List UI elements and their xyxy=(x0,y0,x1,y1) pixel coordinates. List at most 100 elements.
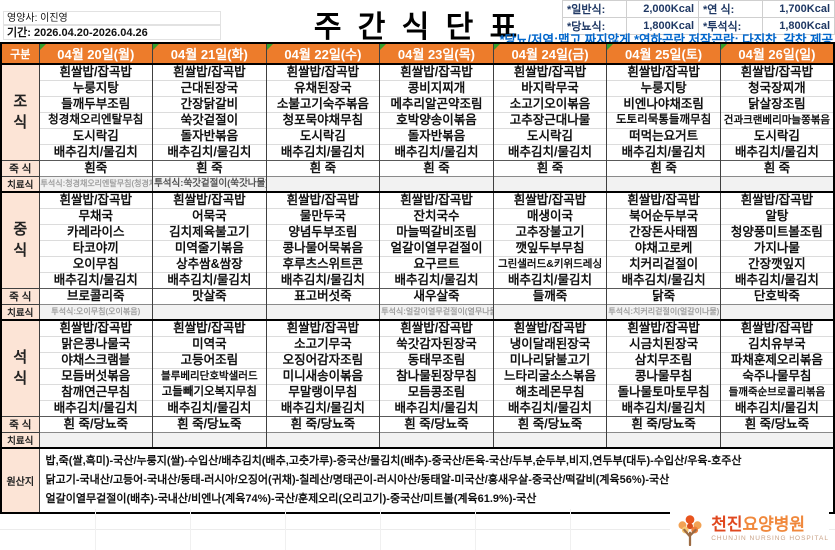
menu-item: 청경채오리엔탈무침 xyxy=(38,112,153,129)
menu-item: 어묵국 xyxy=(152,208,267,225)
menu-item: 해초레몬무침 xyxy=(492,384,607,401)
page-title: 주 간 식 단 표 xyxy=(313,11,522,44)
menu-item: 돌자반볶음 xyxy=(379,128,494,145)
menu-item: 양념두부조림 xyxy=(265,224,380,241)
treatment-item xyxy=(379,432,494,448)
calorie-label: *연 식: xyxy=(698,0,763,18)
hospital-name-primary: 천진 xyxy=(711,515,743,534)
menu-item: 도시락김 xyxy=(38,128,153,145)
calorie-row: *당뇨식: 1,800Kcal *투석식: 1,800Kcal xyxy=(562,17,835,35)
menu-item: 깻잎두부무침 xyxy=(492,240,607,257)
day-header-label: 04월 22일(수) xyxy=(284,47,362,62)
menu-item: 도시락김 xyxy=(265,128,380,145)
menu-item: 배추김치/물김치 xyxy=(379,144,494,161)
menu-item: 배추김치/물김치 xyxy=(719,144,834,161)
menu-item: 돌자반볶음 xyxy=(152,128,267,145)
menu-item: 도시락김 xyxy=(492,128,607,145)
day-header-label: 04월 26일(일) xyxy=(738,47,816,62)
menu-item: 쑥갓겉절이 xyxy=(152,112,267,129)
calorie-label: *당뇨식: xyxy=(562,17,627,35)
menu-row: 참깨연근무침 고들빼기오복지무침 무말랭이무침 모듬콩조림 해초레몬무침 돌나물토마토무침… xyxy=(1,384,834,401)
menu-item: 흰쌀밥/잡곡밥 xyxy=(152,191,267,209)
menu-item: 도토리묵통들깨무침 xyxy=(606,112,721,129)
menu-item: 간장돈사태찜 xyxy=(606,224,721,241)
menu-item: 흰쌀밥/잡곡밥 xyxy=(265,191,380,209)
menu-item: 소고기오이볶음 xyxy=(492,96,607,113)
menu-row: 오이무침 상추쌈&쌈장 후루츠스위트콘 요구르트 그린샐러드&키위드레싱 치커리겉절이 간장… xyxy=(1,256,834,273)
porridge-item: 흰 죽 xyxy=(606,160,721,177)
menu-item: 마늘떡갈비조림 xyxy=(379,224,494,241)
weekly-menu-table: 구분 04월 20일(월) 04월 21일(화) 04월 22일(수) 04월 … xyxy=(0,42,835,514)
treatment-item xyxy=(606,176,721,192)
menu-item: 흰쌀밥/잡곡밥 xyxy=(152,319,267,337)
treatment-item xyxy=(719,432,834,448)
comment-marker-icon xyxy=(607,44,614,50)
calorie-row: *일반식: 2,000Kcal *연 식: 1,700Kcal xyxy=(562,0,835,18)
treatment-item xyxy=(152,304,267,320)
menu-item: 돌나물토마토무침 xyxy=(606,384,721,401)
menu-item: 미나리닭불고기 xyxy=(492,352,607,369)
menu-item: 배추김치/물김치 xyxy=(265,272,380,289)
menu-item: 흰쌀밥/잡곡밥 xyxy=(379,319,494,337)
treatment-label: 치료식 xyxy=(0,432,40,449)
menu-item: 콩나물무침 xyxy=(606,368,721,385)
day-header-thu: 04월 23일(목) xyxy=(379,42,494,65)
menu-item: 청양풍미트볼조림 xyxy=(719,224,834,241)
porridge-label: 죽 식 xyxy=(0,288,40,305)
menu-item: 비엔나야채조림 xyxy=(606,96,721,113)
hospital-name-english: CHUNJIN NURSING HOSPITAL xyxy=(711,535,829,542)
porridge-item: 맛살죽 xyxy=(152,288,267,305)
menu-item: 바지락무국 xyxy=(492,80,607,97)
menu-item: 흰쌀밥/잡곡밥 xyxy=(492,319,607,337)
meal-label-breakfast: 조 식 xyxy=(0,63,40,161)
day-header-label: 04월 21일(화) xyxy=(170,47,248,62)
menu-item: 카레라이스 xyxy=(38,224,153,241)
menu-item: 들깨죽순브로콜리볶음 xyxy=(719,384,834,401)
calorie-label: *투석식: xyxy=(698,17,763,35)
menu-item: 삼치무조림 xyxy=(606,352,721,369)
menu-row: 맑은콩나물국 미역국 소고기무국 쑥갓감자된장국 냉이달래된장국 시금치된장국 김치유부국 xyxy=(1,336,834,353)
porridge-item: 흰 죽 xyxy=(719,160,834,177)
treatment-item: 투석식:얼갈이열무겉절이(열무나물) xyxy=(379,304,494,320)
day-header-label: 04월 23일(목) xyxy=(397,47,475,62)
menu-item: 근대된장국 xyxy=(152,80,267,97)
grid-line xyxy=(380,509,381,550)
menu-item: 오징어감자조림 xyxy=(265,352,380,369)
menu-item: 흰쌀밥/잡곡밥 xyxy=(265,319,380,337)
day-header-tue: 04월 21일(화) xyxy=(152,42,267,65)
porridge-item: 흰 죽/당뇨죽 xyxy=(492,416,607,433)
menu-item: 상추쌈&쌈장 xyxy=(152,256,267,273)
calorie-info-table: *일반식: 2,000Kcal *연 식: 1,700Kcal *당뇨식: 1,… xyxy=(562,0,835,35)
porridge-row: 죽 식 브로콜리죽 맛살죽 표고버섯죽 새우살죽 들깨죽 닭죽 단호박죽 xyxy=(0,288,834,305)
menu-item: 미역국 xyxy=(152,336,267,353)
treatment-label: 치료식 xyxy=(0,176,40,193)
menu-row: 무채국 어묵국 물만두국 잔치국수 매생이국 북어순두부국 알탕 xyxy=(1,208,834,225)
menu-item: 배추김치/물김치 xyxy=(265,400,380,417)
day-header-wed: 04월 22일(수) xyxy=(265,42,381,65)
porridge-item: 흰 죽/당뇨죽 xyxy=(379,416,494,433)
treatment-item xyxy=(265,432,380,448)
menu-item: 미니새송이볶음 xyxy=(265,368,380,385)
treatment-item: 투석식:오이무침(오이볶음) xyxy=(38,304,153,320)
menu-item: 흰쌀밥/잡곡밥 xyxy=(719,319,834,337)
menu-item: 소불고기숙주볶음 xyxy=(265,96,380,113)
calorie-value: 1,800Kcal xyxy=(626,17,699,35)
origin-line: 밥,죽(쌀,흑미)-국산/누룽지(쌀)-수입산/배추김치(배추,고춧가루)-중국… xyxy=(45,455,742,467)
nutritionist-label: 영양사: 이진영 xyxy=(3,11,221,25)
porridge-item: 닭죽 xyxy=(606,288,721,305)
treatment-item xyxy=(379,176,494,192)
treatment-label: 치료식 xyxy=(0,304,40,321)
porridge-item: 흰 죽 xyxy=(492,160,607,177)
menu-item: 배추김치/물김치 xyxy=(606,272,721,289)
menu-item: 그린샐러드&키위드레싱 xyxy=(492,256,607,273)
comment-marker-icon xyxy=(153,44,160,50)
calorie-value: 2,000Kcal xyxy=(626,0,699,18)
calorie-value: 1,700Kcal xyxy=(762,0,835,18)
menu-item: 청포묵야채무침 xyxy=(265,112,380,129)
grid-line xyxy=(95,509,96,550)
day-header-sat: 04월 25일(토) xyxy=(606,42,721,65)
menu-item: 흰쌀밥/잡곡밥 xyxy=(606,319,721,337)
treatment-row: 치료식 투석식:오이무침(오이볶음) 투석식:얼갈이열무겉절이(열무나물) 투석식:치… xyxy=(0,304,834,321)
